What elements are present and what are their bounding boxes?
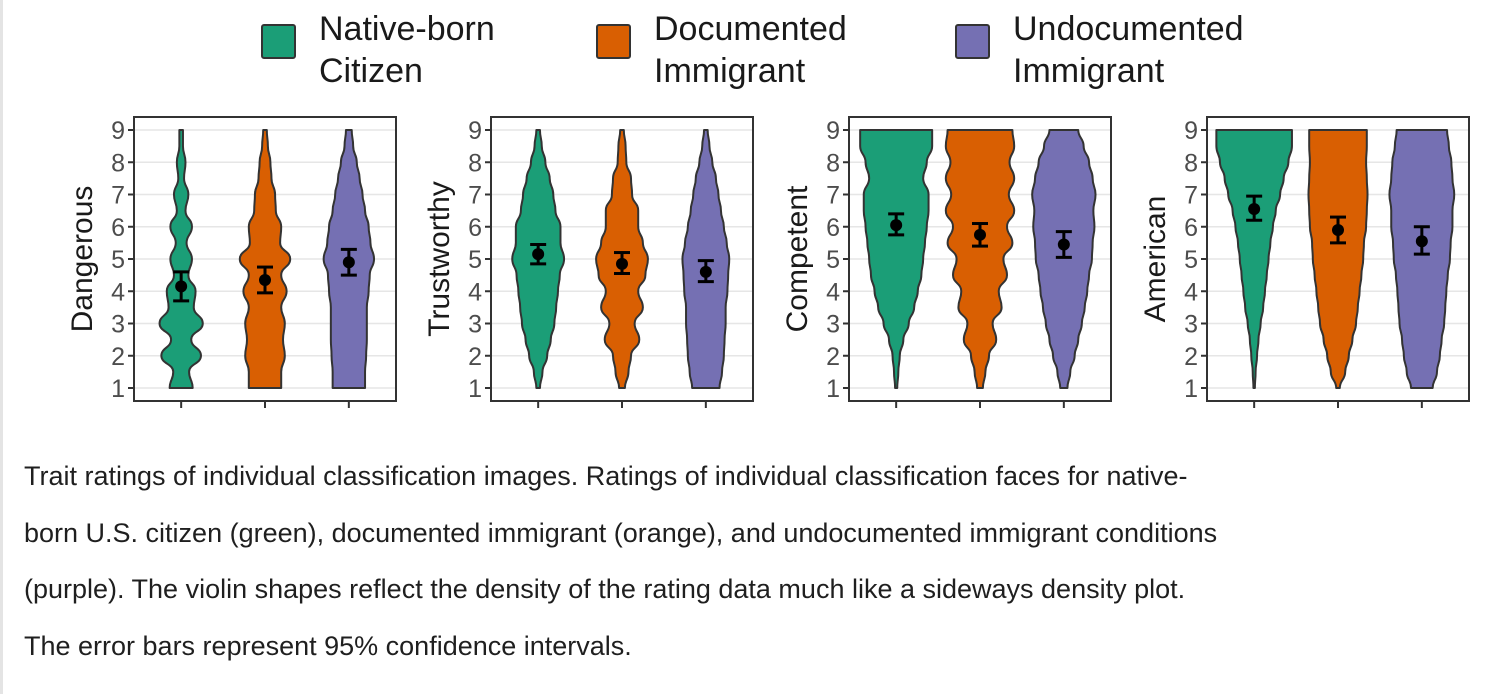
left-border [0,0,3,694]
mean-point [342,256,355,269]
violin-3 [1031,129,1097,389]
y-tick-label: 5 [111,246,125,274]
caption-line-4: The error bars represent 95% confidence … [24,630,632,661]
y-tick-label: 7 [1184,182,1198,210]
y-tick-label: 2 [468,343,482,371]
violin-2 [1307,129,1369,389]
legend-swatch-1 [261,24,296,59]
legend-label-2-line2: Immigrant [654,52,806,90]
y-axis-label: Dangerous [66,186,99,333]
legend-swatch-3 [955,24,990,59]
y-tick-label: 4 [1184,278,1198,306]
y-tick-label: 2 [1184,343,1198,371]
legend-label-3-line2: Immigrant [1013,52,1165,90]
violin-2 [238,129,292,389]
y-axis-label: American [1139,196,1172,323]
mean-point [1332,223,1344,236]
y-tick-label: 8 [826,149,840,177]
figure-caption: Trait ratings of individual classificati… [24,448,1480,674]
y-tick-label: 1 [1184,375,1198,403]
y-tick-label: 3 [111,311,125,339]
y-tick-label: 7 [826,182,840,210]
mean-point [259,273,271,286]
mean-point [175,280,188,293]
panel-american: 1 2 3 4 5 6 7 8 9 American [1139,116,1470,408]
y-tick-label: 1 [468,375,482,403]
legend-label-1-line2: Citizen [319,52,423,90]
y-tick-label: 4 [468,278,482,306]
y-axis-label: Competent [781,185,814,332]
y-tick-label: 4 [826,278,840,306]
y-tick-label: 6 [826,214,840,242]
y-tick-label: 1 [826,375,840,403]
y-tick-label: 1 [111,375,125,403]
y-tick-label: 6 [111,214,125,242]
y-tick-label: 7 [111,182,125,210]
violin-1 [158,129,204,389]
legend-label-2-line1: Documented [654,10,847,48]
mean-point [1248,203,1261,216]
violin-3 [681,129,731,389]
y-tick-label: 9 [111,117,125,145]
violin-1 [1215,129,1293,389]
caption-line-3: (purple). The violin shapes reflect the … [24,574,1186,604]
y-tick-label: 5 [468,246,482,274]
caption-line-1: Trait ratings of individual classificati… [24,461,1188,491]
legend-label-3-line1: Undocumented [1013,10,1244,48]
violin-2 [944,129,1016,389]
mean-point [1415,235,1428,248]
y-tick-label: 8 [468,149,482,177]
caption-line-2: born U.S. citizen (green), documented im… [24,517,1218,548]
y-tick-label: 8 [1184,149,1198,177]
mean-point [616,257,628,270]
legend-label-1-line1: Native-born [319,10,495,48]
chart-panels: 1 2 3 4 5 6 7 8 9 Dangerous 1 2 3 4 5 6 7 8 9 Trustworthy 1 2… [66,116,1470,408]
panel-dangerous: 1 2 3 4 5 6 7 8 9 Dangerous [66,116,397,408]
violin-3 [1388,129,1456,389]
mean-point [699,265,712,278]
mean-point [890,219,903,232]
mean-point [532,248,545,261]
y-tick-label: 4 [111,278,125,306]
mean-point [1057,238,1070,251]
y-tick-label: 3 [468,311,482,339]
y-tick-label: 6 [1184,214,1198,242]
panel-competent: 1 2 3 4 5 6 7 8 9 Competent [781,116,1112,408]
violin-1 [859,129,934,389]
y-tick-label: 3 [826,311,840,339]
legend: Native-born Citizen Documented Immigrant Und… [261,10,1244,90]
y-tick-label: 6 [468,214,482,242]
violin-figure: Native-born Citizen Documented Immigrant Und… [66,10,1470,408]
panel-trustworthy: 1 2 3 4 5 6 7 8 9 Trustworthy [423,116,754,408]
y-tick-label: 2 [111,343,125,371]
y-tick-label: 3 [1184,311,1198,339]
y-tick-label: 9 [1184,117,1198,145]
mean-point [974,228,986,241]
y-tick-label: 9 [826,117,840,145]
y-axis-label: Trustworthy [423,181,456,337]
y-tick-label: 9 [468,117,482,145]
y-tick-label: 2 [826,343,840,371]
legend-swatch-2 [596,24,631,59]
y-tick-label: 7 [468,182,482,210]
y-tick-label: 8 [111,149,125,177]
y-tick-label: 5 [1184,246,1198,274]
y-tick-label: 5 [826,246,840,274]
